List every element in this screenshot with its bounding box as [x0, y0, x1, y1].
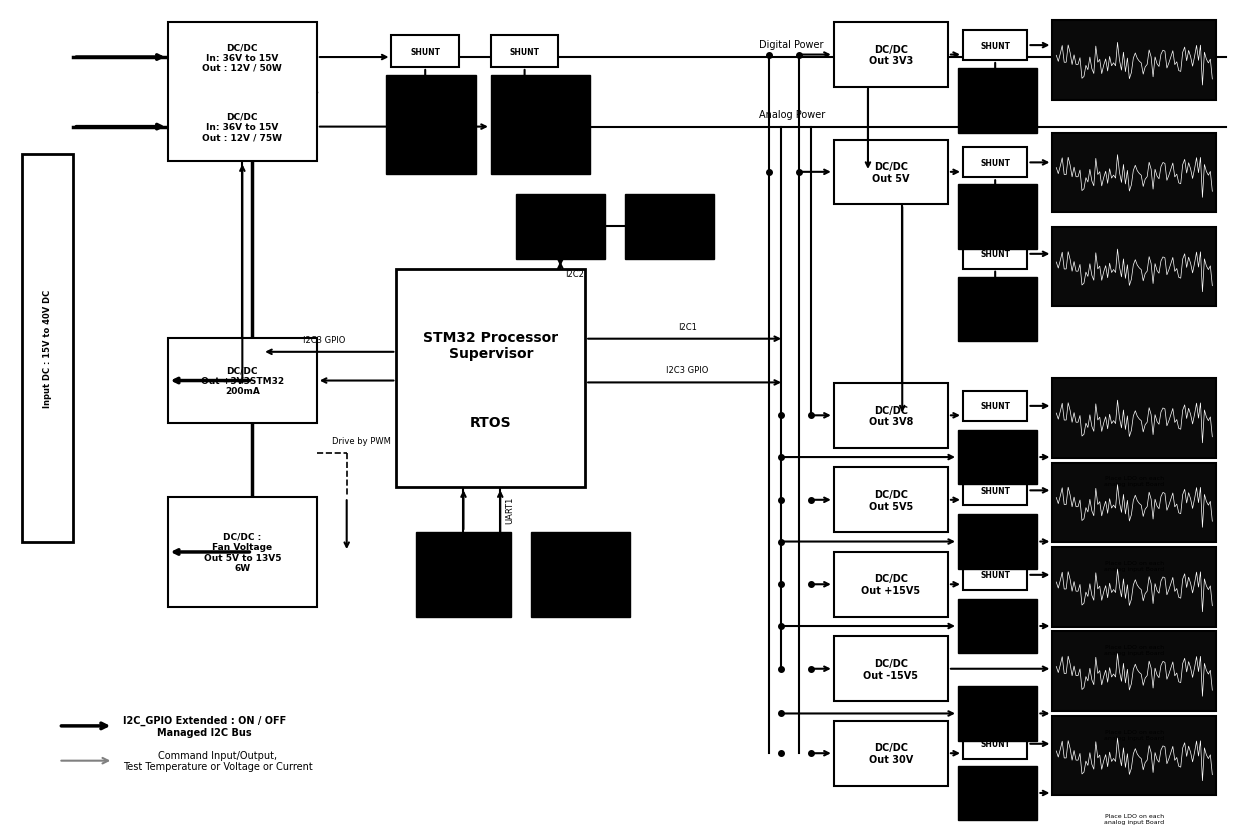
Text: SHUNT: SHUNT [510, 47, 539, 56]
Bar [963, 239, 1028, 269]
Bar [963, 31, 1028, 61]
Bar [959, 686, 1038, 741]
Text: Place LDO on each
analog input Board: Place LDO on each analog input Board [1105, 645, 1164, 656]
Bar [1053, 632, 1216, 711]
Bar [531, 532, 630, 617]
Text: SHUNT: SHUNT [980, 402, 1011, 411]
Text: SHUNT: SHUNT [980, 159, 1011, 168]
Text: Analog Power: Analog Power [759, 109, 826, 119]
Bar [1053, 716, 1216, 796]
Bar [491, 36, 558, 68]
Bar [491, 76, 590, 175]
Bar [167, 498, 317, 607]
Text: Place LDO on each
analog input Board: Place LDO on each analog input Board [1105, 476, 1164, 487]
Bar [1053, 228, 1216, 307]
Bar [417, 532, 511, 617]
Bar [963, 392, 1028, 421]
Bar [1053, 133, 1216, 213]
Bar [392, 36, 459, 68]
Text: DC/DC
Out +3V3STM32
200mA: DC/DC Out +3V3STM32 200mA [201, 366, 284, 396]
Text: SHUNT: SHUNT [980, 570, 1011, 580]
Bar [959, 69, 1038, 133]
Text: DC/DC
Out 5V5: DC/DC Out 5V5 [869, 489, 913, 511]
Text: I2C1: I2C1 [677, 322, 697, 331]
Text: DC/DC
Out +15V5: DC/DC Out +15V5 [862, 574, 920, 595]
Bar [22, 155, 73, 542]
Bar [833, 468, 947, 532]
Bar [833, 383, 947, 448]
Text: Digital Power: Digital Power [759, 40, 823, 50]
Text: SHUNT: SHUNT [980, 739, 1011, 749]
Bar [387, 76, 476, 175]
Text: Command Input/Output,
Test Temperature or Voltage or Current: Command Input/Output, Test Temperature o… [123, 750, 312, 772]
Text: STM32 Processor
Supervisor: STM32 Processor Supervisor [423, 330, 558, 361]
Text: SHUNT: SHUNT [980, 486, 1011, 495]
Bar [959, 185, 1038, 249]
Bar [963, 476, 1028, 506]
Bar [397, 269, 585, 488]
Bar [1053, 547, 1216, 627]
Text: UART1: UART1 [505, 496, 515, 523]
Text: Place LDO on each
analog input Board: Place LDO on each analog input Board [1105, 813, 1164, 824]
Bar [1053, 22, 1216, 101]
Bar [833, 721, 947, 786]
Text: DC/DC :
Fan Voltage
Out 5V to 13V5
6W: DC/DC : Fan Voltage Out 5V to 13V5 6W [203, 532, 281, 572]
Bar [833, 552, 947, 617]
Text: DC/DC
Out 3V8: DC/DC Out 3V8 [869, 405, 913, 426]
Bar [959, 277, 1038, 342]
Text: Place LDO on each
analog input Board: Place LDO on each analog input Board [1105, 561, 1164, 571]
Bar [963, 729, 1028, 758]
Text: DC/DC
In: 36V to 15V
Out : 12V / 50W: DC/DC In: 36V to 15V Out : 12V / 50W [202, 43, 283, 73]
Bar [167, 339, 317, 423]
Text: Drive by PWM: Drive by PWM [332, 436, 391, 445]
Text: SHUNT: SHUNT [980, 41, 1011, 51]
Bar [833, 637, 947, 701]
Bar [1053, 463, 1216, 542]
Text: Place LDO on each
analog input Board: Place LDO on each analog input Board [1105, 729, 1164, 739]
Text: DC/DC
Out 5V: DC/DC Out 5V [872, 161, 910, 184]
Bar [1053, 378, 1216, 458]
Text: DC/DC
Out -15V5: DC/DC Out -15V5 [863, 658, 919, 680]
Text: SHUNT: SHUNT [980, 250, 1011, 259]
Bar [963, 148, 1028, 178]
Text: I2C3 GPIO: I2C3 GPIO [303, 335, 346, 344]
Text: I2C2: I2C2 [565, 269, 584, 278]
Bar [516, 195, 605, 259]
Bar [963, 561, 1028, 590]
Text: DC/DC
Out 3V3: DC/DC Out 3V3 [869, 45, 913, 66]
Text: SHUNT: SHUNT [410, 47, 440, 56]
Bar [959, 599, 1038, 653]
Text: DC/DC
In: 36V to 15V
Out : 12V / 75W: DC/DC In: 36V to 15V Out : 12V / 75W [202, 113, 283, 142]
Bar [959, 431, 1038, 485]
Bar [959, 514, 1038, 569]
Text: RTOS: RTOS [470, 416, 512, 429]
Text: Input DC : 15V to 40V DC: Input DC : 15V to 40V DC [43, 290, 52, 408]
Text: I2C_GPIO Extended : ON / OFF
Managed I2C Bus: I2C_GPIO Extended : ON / OFF Managed I2C… [123, 715, 286, 737]
Text: DC/DC
Out 30V: DC/DC Out 30V [869, 743, 913, 764]
Bar [959, 766, 1038, 821]
Bar [167, 23, 317, 162]
Bar [625, 195, 714, 259]
Bar [833, 23, 947, 88]
Text: I2C3 GPIO: I2C3 GPIO [666, 366, 708, 375]
Bar [833, 141, 947, 205]
